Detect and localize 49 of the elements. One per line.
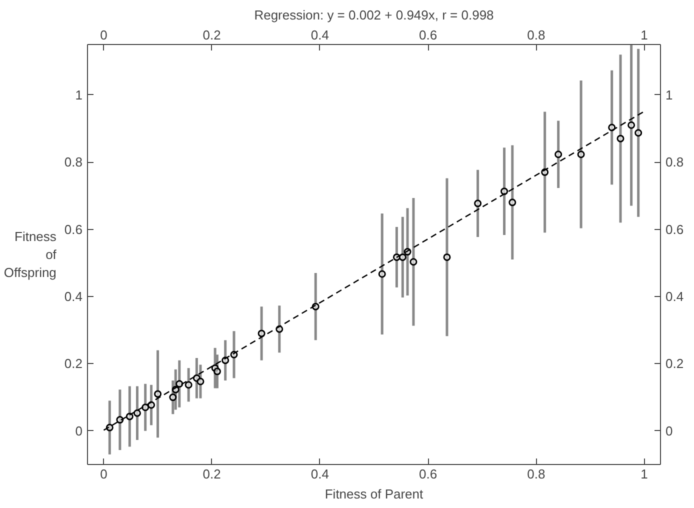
y2-tick-label: 0.2	[666, 356, 684, 372]
y2-tick-label: 0.4	[666, 289, 684, 304]
x2-tick-label: 0.6	[419, 466, 438, 482]
y2-tick-label: 0	[666, 423, 673, 438]
point	[378, 270, 386, 278]
point	[398, 253, 406, 261]
point	[500, 188, 508, 196]
y2-tick-label: 0.6	[666, 222, 684, 237]
point	[213, 368, 221, 376]
point	[116, 416, 124, 424]
point	[628, 121, 636, 129]
y-tick-label: 0.4	[64, 289, 83, 304]
y2-tick-label: 0.8	[666, 154, 684, 170]
y-tick-label: 0.6	[64, 222, 83, 237]
chart-title: Regression: y = 0.002 + 0.949x, r = 0.998	[254, 8, 494, 22]
point	[410, 258, 418, 266]
point	[474, 200, 482, 208]
x-tick-label: 0.4	[310, 28, 329, 42]
x2-tick-label: 0.2	[202, 466, 221, 482]
y-tick-label: 0	[75, 423, 83, 438]
x-tick-label: 1	[640, 28, 648, 42]
y2-tick-label: 1	[666, 87, 673, 102]
point	[554, 150, 562, 158]
x-tick-label: 0.8	[527, 28, 546, 42]
x-axis-title: Fitness of Parent	[324, 486, 424, 502]
x-tick-label: 0.6	[419, 28, 438, 42]
x2-tick-label: 0.8	[527, 466, 546, 482]
point	[133, 409, 141, 417]
point	[196, 378, 204, 386]
x2-tick-label: 0	[100, 466, 108, 482]
y-tick-label: 0.8	[64, 154, 83, 170]
x2-tick-label: 0.4	[310, 466, 329, 482]
point	[616, 134, 624, 142]
point	[176, 380, 184, 388]
point	[508, 198, 516, 206]
point	[577, 150, 585, 158]
y-axis-title: Fitness of Offspring	[4, 229, 57, 280]
point	[443, 253, 451, 261]
y-tick-label: 1	[75, 87, 83, 102]
point	[184, 381, 192, 389]
x2-tick-label: 1	[640, 466, 648, 482]
y-tick-label: 0.2	[64, 356, 83, 372]
x-tick-label: 0.2	[202, 28, 221, 42]
point	[154, 390, 162, 398]
point	[634, 129, 642, 137]
x-tick-label: 0	[100, 28, 108, 42]
point	[126, 412, 134, 420]
point	[169, 394, 177, 402]
point	[258, 330, 266, 338]
